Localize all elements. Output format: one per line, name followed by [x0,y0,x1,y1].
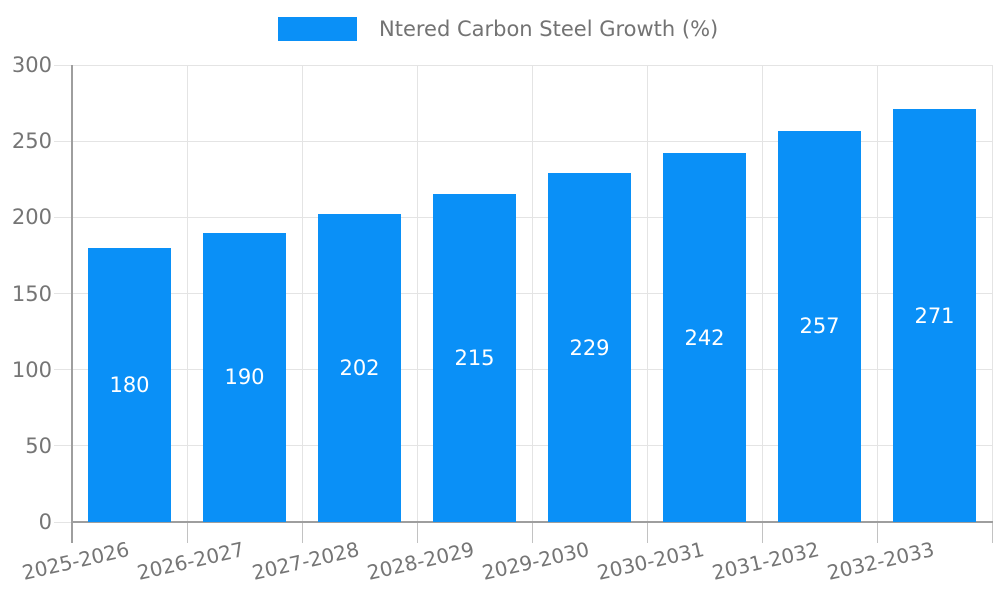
h-gridline [54,369,992,371]
x-tick-mark [301,522,303,543]
h-gridline [54,64,992,66]
v-gridline [646,65,648,522]
v-gridline [531,65,533,522]
x-tick-label: 2032-2033 [825,537,937,585]
y-tick-label: 0 [38,510,52,534]
y-tick-label: 250 [11,129,52,154]
x-tick-label: 2031-2032 [710,537,822,585]
x-tick-mark [646,522,648,543]
bar-value-label: 271 [914,303,955,328]
y-tick-label: 100 [11,357,52,382]
bar-value-label: 215 [454,346,495,371]
bar-value-label: 257 [799,314,840,339]
v-gridline [761,65,763,522]
bar-value-label: 242 [684,325,725,350]
bar: 229 [548,173,631,522]
h-gridline [54,293,992,294]
bar-value-label: 202 [339,356,380,381]
bar-value-label: 229 [569,335,610,360]
x-tick-label: 2030-2031 [595,537,707,585]
h-gridline [54,216,992,218]
legend: Ntered Carbon Steel Growth (%) [278,17,718,41]
v-gridline [991,65,993,522]
bar-value-label: 190 [224,365,265,390]
x-tick-mark [416,522,418,543]
x-tick-mark [761,522,763,543]
v-gridline [876,65,878,522]
y-tick-label: 300 [11,53,52,77]
bar: 190 [203,232,286,522]
x-tick-label: 2027-2028 [250,537,362,585]
legend-label: Ntered Carbon Steel Growth (%) [379,17,719,41]
y-tick-label: 50 [25,433,52,458]
legend-swatch [278,17,357,41]
x-tick-mark [991,522,993,543]
x-tick-label: 2028-2029 [365,537,477,585]
bar: 271 [893,109,976,522]
y-tick-mark [54,521,72,523]
h-gridline [54,445,992,447]
x-tick-mark [876,522,878,543]
bar: 242 [663,153,746,522]
v-gridline [186,65,188,522]
x-tick-label: 2025-2026 [20,537,132,585]
y-tick-label: 200 [11,205,52,230]
y-axis-line [71,65,73,543]
bar: 202 [318,214,401,522]
v-gridline [301,65,303,522]
h-gridline [54,140,992,142]
bar: 215 [433,194,516,522]
bar: 257 [778,130,861,522]
y-tick-label: 150 [11,281,52,306]
x-tick-label: 2026-2027 [135,537,247,585]
bar-value-label: 180 [109,372,150,397]
x-tick-mark [531,522,533,543]
x-axis-line [71,521,993,523]
bar: 180 [88,247,171,522]
x-tick-mark [186,522,188,543]
v-gridline [416,65,418,522]
x-tick-label: 2029-2030 [480,537,592,585]
